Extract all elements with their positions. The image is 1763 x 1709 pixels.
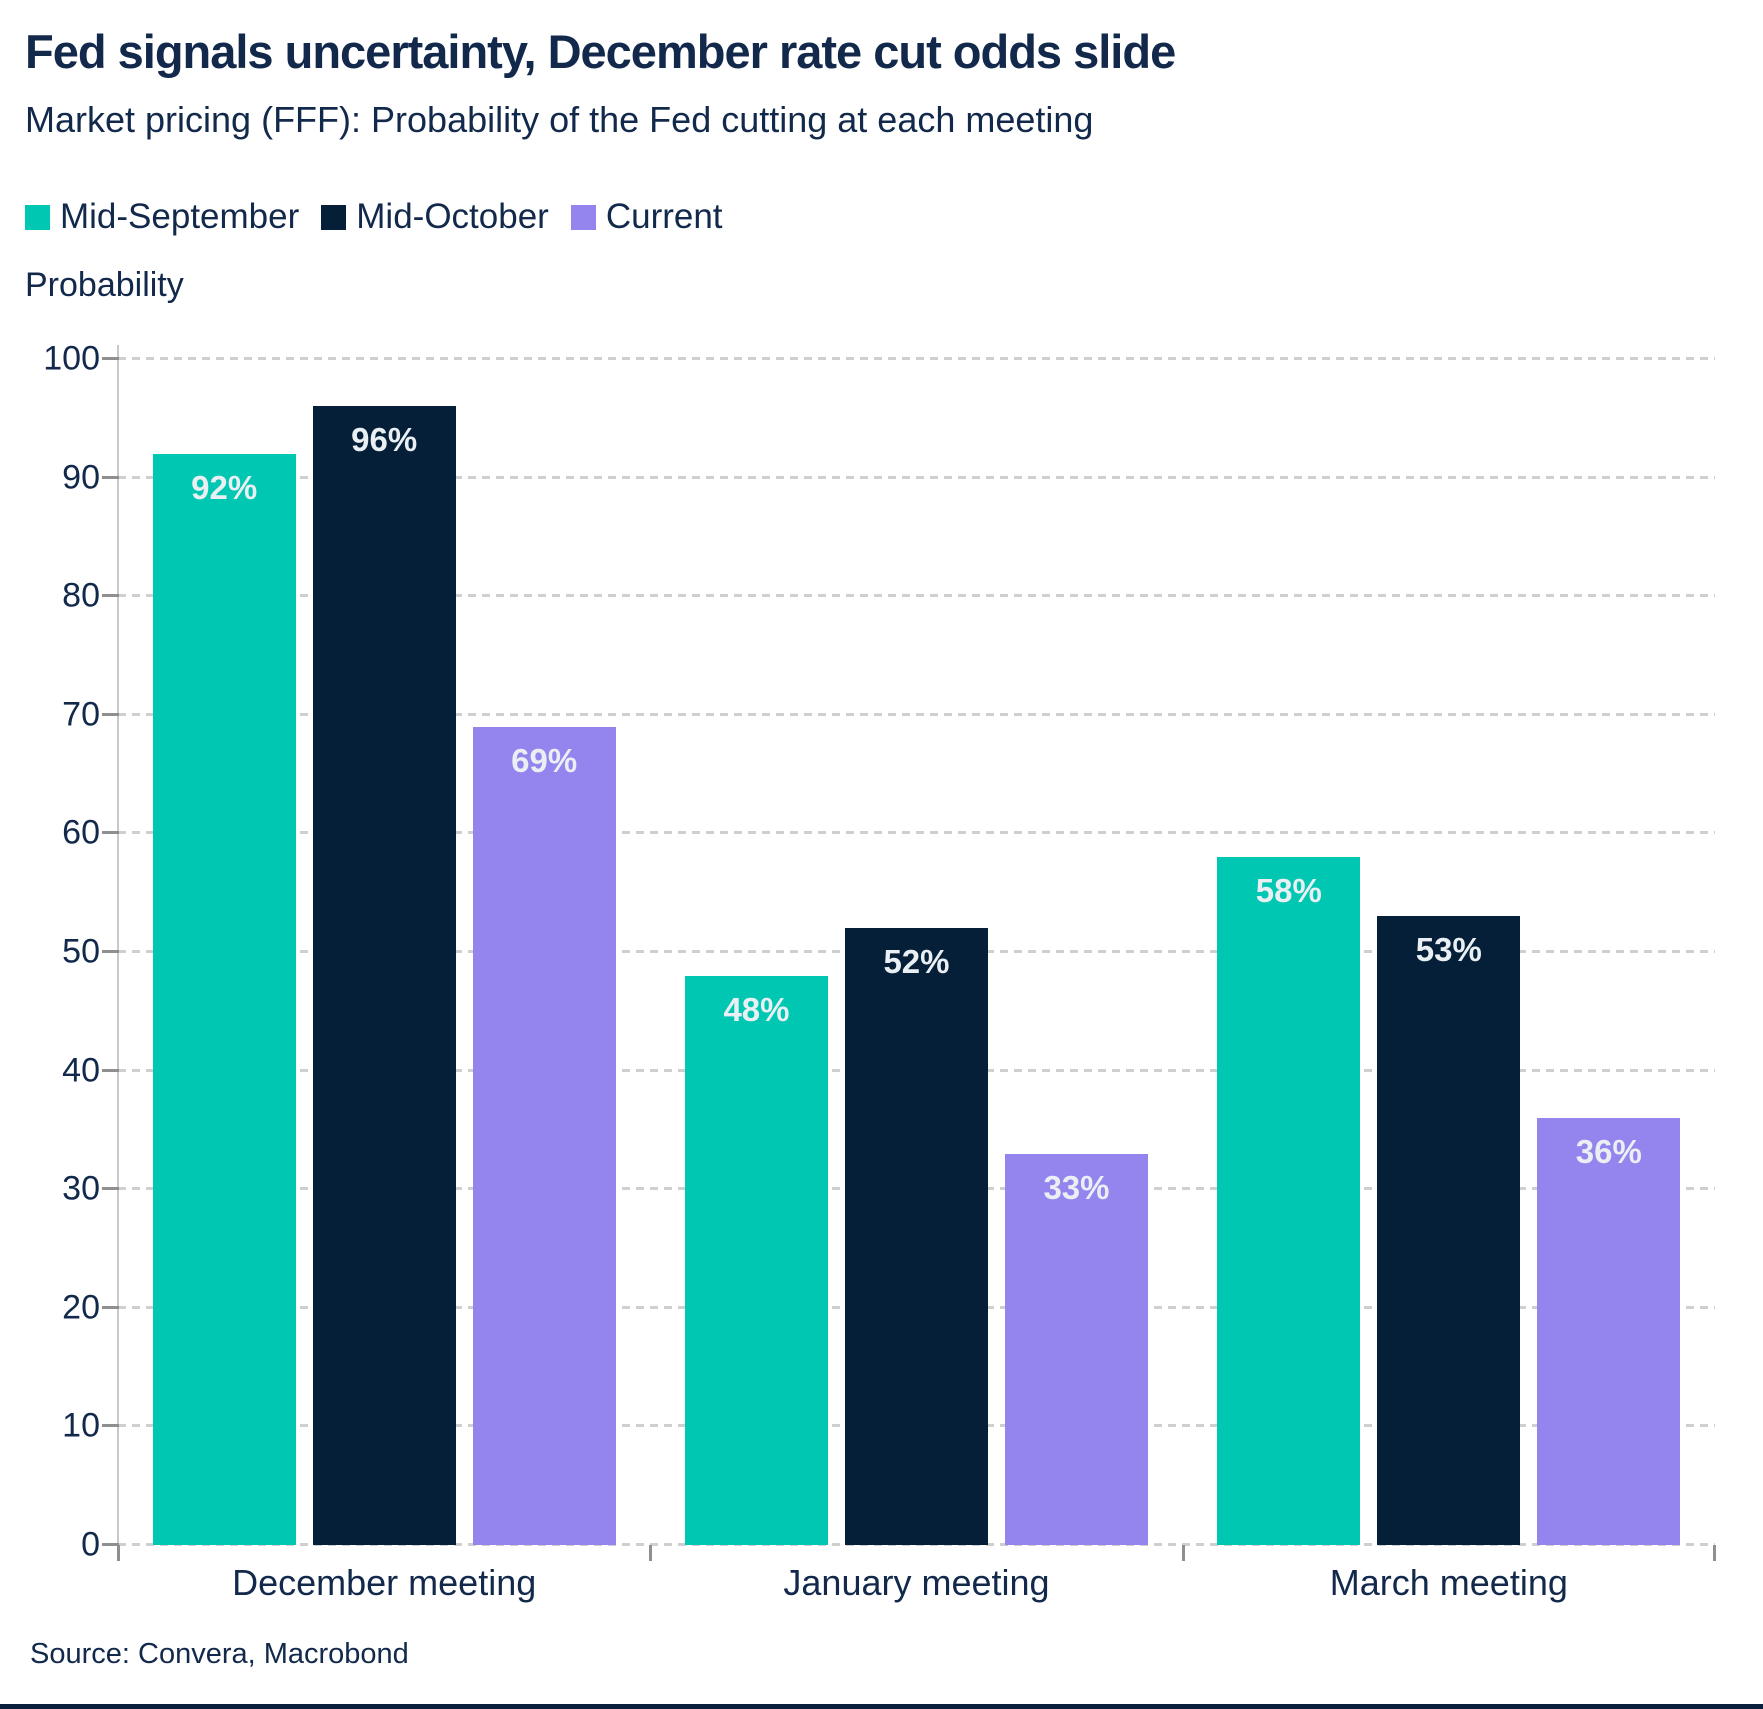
y-axis-tick: [102, 1187, 119, 1191]
x-axis-tick: [1713, 1545, 1716, 1561]
plot-area: 92% 96% 69% 48% 52% 33% 58% 53% 36%: [102, 345, 1716, 1561]
legend-item: Mid-October: [321, 197, 549, 237]
bar-current: 69%: [472, 726, 616, 1545]
y-axis-tick: [102, 1068, 119, 1072]
legend-item: Current: [570, 197, 723, 237]
bar-value-label: 69%: [511, 741, 578, 779]
y-axis-tick: [102, 950, 119, 953]
y-axis-tick: [102, 594, 119, 598]
bar-mid-october: 52%: [844, 928, 988, 1545]
legend-label: Mid-October: [356, 197, 549, 236]
bar-value-label: 58%: [1255, 872, 1322, 910]
gridline: [118, 357, 1715, 360]
bar-value-label: 53%: [1415, 931, 1482, 969]
y-axis-tick-labels: 0 10 20 30 40 50 60 70 80 90 100: [0, 340, 100, 1564]
y-axis-label: Probability: [25, 266, 184, 304]
bar-mid-october: 96%: [312, 406, 456, 1545]
bar-group: 48% 52% 33%: [650, 359, 1182, 1545]
x-axis-tick: [1181, 1545, 1185, 1561]
bar-value-label: 92%: [191, 468, 258, 506]
x-axis-tick: [649, 1545, 653, 1561]
legend-swatch: [321, 204, 347, 230]
chart-subtitle: Market pricing (FFF): Probability of the…: [25, 99, 1094, 140]
y-axis-tick-label: 100: [43, 339, 100, 378]
y-axis-tick: [102, 712, 119, 716]
legend-swatch: [25, 204, 50, 230]
x-axis-category-label: December meeting: [232, 1562, 537, 1603]
y-axis-tick-label: 70: [62, 695, 100, 734]
bar-value-label: 52%: [883, 943, 950, 981]
gridline: [118, 475, 1715, 479]
x-axis-tick: [117, 1545, 120, 1561]
y-axis-tick: [102, 1424, 119, 1428]
y-axis-tick-label: 40: [62, 1051, 100, 1090]
footer-rule: [0, 1704, 1763, 1709]
bar-group: 92% 96% 69%: [118, 359, 650, 1545]
bar-mid-september: 92%: [152, 453, 296, 1545]
gridline: [118, 594, 1715, 598]
y-axis-tick-label: 20: [62, 1288, 100, 1327]
y-axis-tick-label: 80: [62, 576, 100, 615]
gridline: [118, 712, 1715, 716]
x-axis-category-labels: December meeting January meeting March mee…: [118, 1562, 1715, 1610]
y-axis-tick-label: 60: [62, 813, 100, 852]
bar-mid-october: 53%: [1377, 916, 1521, 1545]
bar-mid-september: 48%: [684, 975, 828, 1545]
y-axis-tick-label: 10: [62, 1406, 100, 1445]
x-axis-category-label: March meeting: [1329, 1562, 1568, 1603]
y-axis-tick: [102, 475, 119, 479]
legend: Mid-September Mid-October Current: [25, 197, 723, 237]
x-axis-category-label: January meeting: [783, 1562, 1050, 1603]
bar-value-label: 36%: [1575, 1133, 1642, 1171]
y-axis-tick: [102, 357, 119, 360]
y-axis-tick-label: 50: [62, 932, 100, 971]
bar-value-label: 48%: [723, 990, 790, 1028]
gridline: [118, 831, 1715, 835]
bar-value-label: 96%: [351, 421, 418, 459]
y-axis-line: [117, 345, 119, 1545]
legend-item: Mid-September: [25, 197, 299, 237]
bar-group: 58% 53% 36%: [1183, 359, 1715, 1545]
y-axis-tick-label: 30: [62, 1169, 100, 1208]
legend-label: Mid-September: [60, 197, 300, 236]
bar-value-label: 33%: [1043, 1168, 1110, 1206]
bar-mid-september: 58%: [1217, 857, 1361, 1545]
y-axis-tick: [102, 1305, 119, 1309]
source-note: Source: Convera, Macrobond: [30, 1638, 409, 1670]
y-axis-tick-label: 90: [62, 458, 100, 497]
y-axis-tick-label: 0: [81, 1525, 100, 1564]
y-axis-tick: [102, 831, 119, 835]
chart-title: Fed signals uncertainty, December rate c…: [25, 25, 1176, 78]
y-axis-tick: [102, 1543, 119, 1546]
legend-label: Current: [605, 197, 723, 236]
bar-current: 33%: [1004, 1153, 1148, 1545]
bar-current: 36%: [1537, 1118, 1681, 1545]
legend-swatch: [570, 204, 596, 230]
